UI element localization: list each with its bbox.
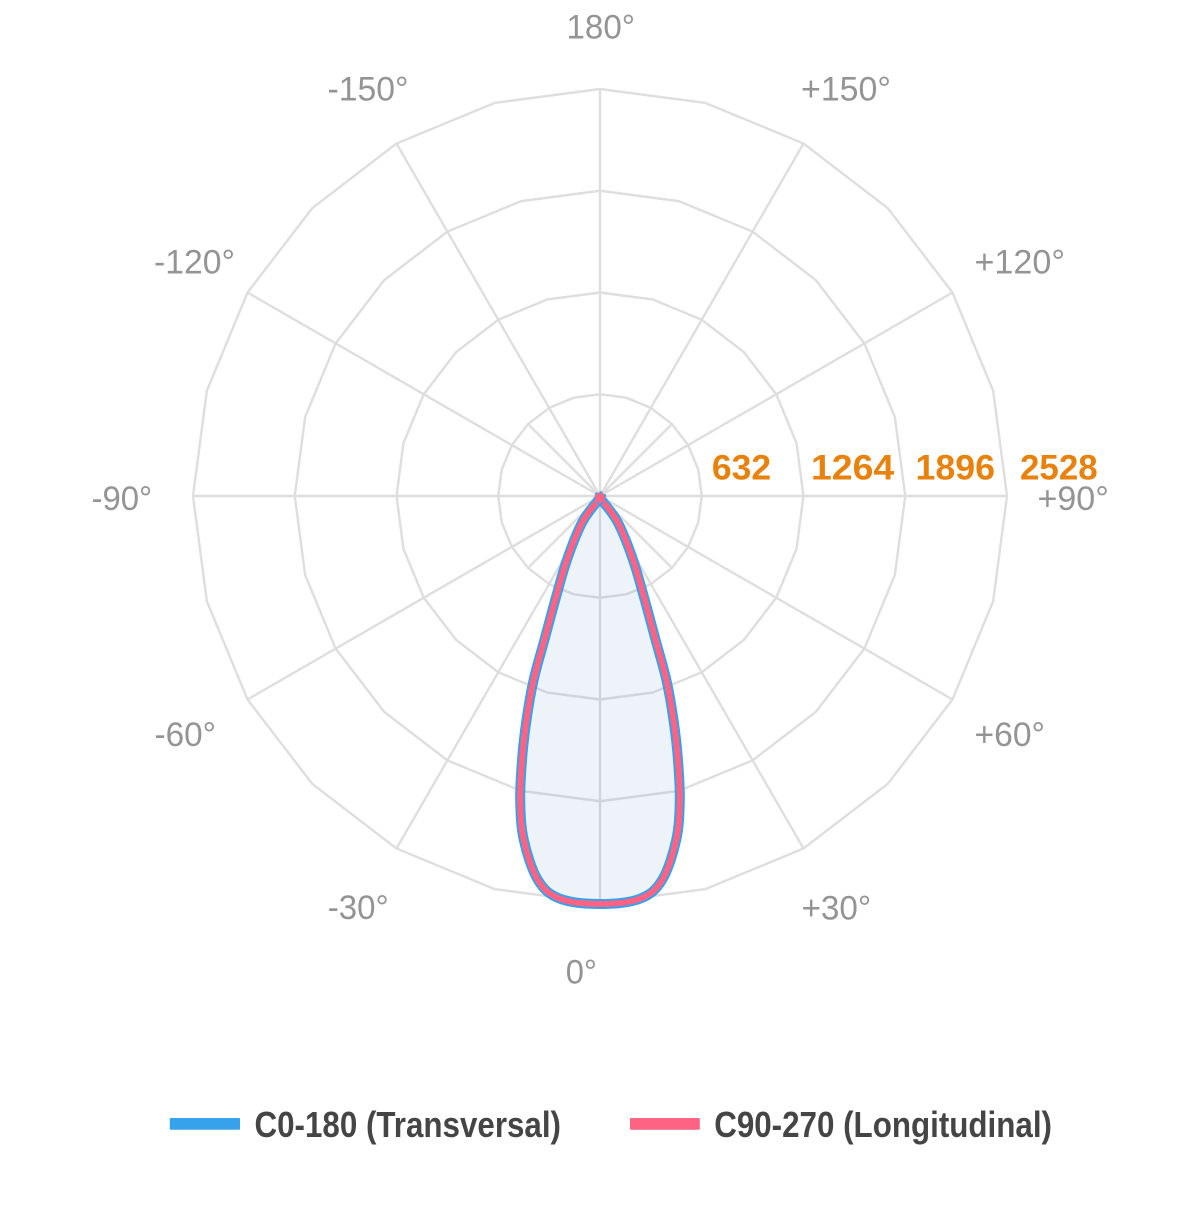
svg-text:2528: 2528 — [1020, 449, 1098, 488]
svg-text:1896: 1896 — [916, 449, 996, 488]
svg-text:-30°: -30° — [328, 889, 389, 927]
svg-text:+120°: +120° — [975, 244, 1066, 282]
svg-text:+60°: +60° — [975, 716, 1046, 754]
svg-text:0°: 0° — [566, 953, 597, 991]
svg-text:+150°: +150° — [801, 71, 891, 109]
svg-text:-150°: -150° — [328, 71, 409, 109]
svg-text:+30°: +30° — [802, 889, 872, 927]
svg-text:C0-180 (Transversal): C0-180 (Transversal) — [255, 1104, 562, 1145]
svg-text:-90°: -90° — [92, 480, 153, 518]
svg-text:180°: 180° — [567, 8, 636, 46]
svg-text:+90°: +90° — [1038, 480, 1109, 518]
svg-text:-60°: -60° — [155, 716, 217, 754]
svg-text:-120°: -120° — [154, 244, 235, 282]
svg-text:1264: 1264 — [811, 449, 895, 488]
svg-text:632: 632 — [712, 449, 771, 488]
svg-text:C90-270 (Longitudinal): C90-270 (Longitudinal) — [714, 1104, 1052, 1145]
